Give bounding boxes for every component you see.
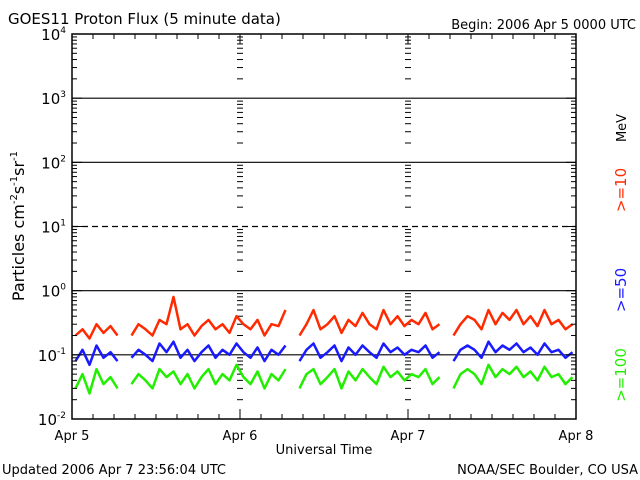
legend-entry: >=50 — [612, 268, 630, 312]
legend-unit-label: MeV — [615, 114, 630, 142]
y-tick-label: 10-2 — [38, 411, 66, 429]
y-tick-label: 101 — [41, 219, 66, 237]
legend-entry: >=100 — [612, 348, 630, 402]
x-tick-label: Apr 5 — [55, 429, 90, 444]
x-tick-label: Apr 8 — [559, 429, 594, 444]
series-line-ge100 — [74, 363, 574, 395]
y-tick-label: 100 — [41, 283, 66, 301]
y-tick-label: 10-1 — [38, 347, 66, 365]
begin-label: Begin: 2006 Apr 5 0000 UTC — [451, 18, 636, 33]
series-line-ge50 — [74, 340, 574, 367]
y-axis-label: Particles cm-2s-1sr-1 — [9, 151, 28, 301]
y-tick-label: 103 — [41, 90, 66, 108]
chart-title: GOES11 Proton Flux (5 minute data) — [8, 10, 281, 28]
updated-timestamp: Updated 2006 Apr 7 23:56:04 UTC — [2, 463, 226, 478]
x-tick-label: Apr 7 — [391, 429, 426, 444]
y-tick-label: 102 — [41, 154, 66, 172]
x-axis-label: Universal Time — [276, 443, 373, 458]
legend-entry: >=10 — [612, 168, 630, 212]
x-tick-label: Apr 6 — [223, 429, 258, 444]
credit-label: NOAA/SEC Boulder, CO USA — [457, 463, 638, 478]
series-line-ge10 — [74, 295, 574, 340]
y-tick-label: 104 — [41, 26, 66, 44]
